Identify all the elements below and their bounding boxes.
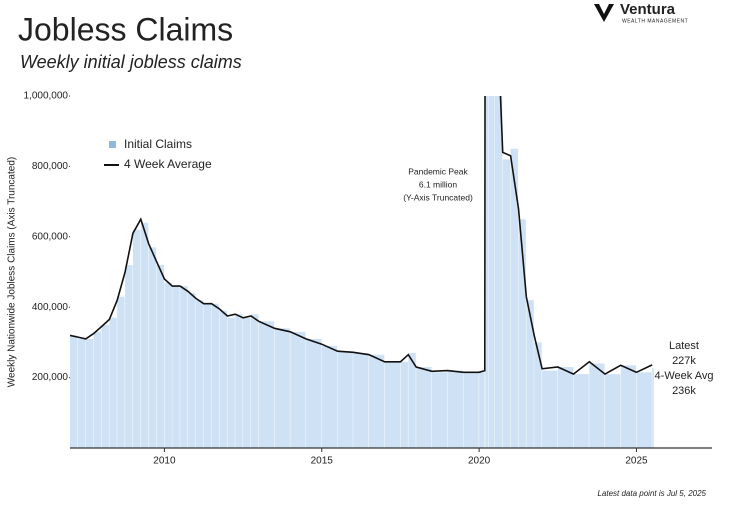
bar — [384, 361, 401, 448]
x-tick-label: 2010 — [153, 456, 176, 467]
bar — [125, 264, 133, 448]
bar — [235, 314, 243, 448]
bar — [484, 370, 486, 448]
bar — [518, 219, 526, 448]
annotation: 236k — [672, 385, 696, 397]
bar — [479, 372, 485, 448]
bar — [620, 365, 637, 448]
bar — [542, 370, 558, 448]
bar — [243, 317, 251, 448]
y-tick-label: 400,000 — [32, 302, 69, 313]
bar — [534, 342, 542, 448]
logo-mark — [594, 4, 614, 22]
bar — [526, 300, 534, 448]
brand-sub: WEALTH MANAGEMENT — [622, 18, 688, 24]
bar — [589, 363, 605, 448]
bar — [416, 367, 432, 448]
bar — [353, 352, 369, 448]
bar — [557, 367, 574, 448]
chart-title: Jobless Claims — [18, 11, 233, 47]
bar — [636, 372, 652, 448]
bar — [70, 335, 78, 448]
bar — [188, 293, 196, 448]
bar — [321, 345, 338, 448]
bar — [164, 282, 172, 448]
legend-label: 4 Week Average — [124, 157, 212, 171]
y-tick-label: 200,000 — [32, 372, 69, 383]
bar — [447, 370, 463, 448]
chart-subtitle: Weekly initial jobless claims — [20, 52, 242, 72]
bar — [337, 351, 353, 448]
y-tick-label: 1,000,000 — [24, 91, 69, 102]
line — [70, 96, 653, 376]
y-axis-label: Weekly Nationwide Jobless Claims (Axis T… — [7, 157, 18, 387]
bar — [140, 222, 149, 448]
bar — [368, 354, 385, 448]
bar — [573, 374, 589, 448]
y-tick-label: 600,000 — [32, 231, 69, 242]
footnote: Latest data point is Jul 5, 2025 — [597, 489, 706, 498]
x-tick-label: 2025 — [625, 456, 648, 467]
bar — [605, 374, 621, 448]
bar — [117, 296, 125, 448]
bar — [148, 247, 157, 448]
bar — [101, 324, 109, 448]
x-tick-label: 2015 — [311, 456, 334, 467]
bar — [203, 303, 212, 448]
bar — [250, 314, 259, 448]
bar — [77, 338, 86, 448]
plot-area — [70, 96, 654, 448]
annotation: 6.1 million — [419, 179, 458, 189]
bar — [652, 368, 654, 448]
bar — [132, 229, 141, 448]
bar — [463, 372, 479, 448]
brand: Ventura — [620, 1, 676, 18]
bar — [306, 338, 322, 448]
annotation: Latest — [669, 340, 699, 352]
bar — [274, 328, 290, 448]
annotation: (Y-Axis Truncated) — [403, 192, 473, 202]
bar — [85, 338, 94, 448]
bar — [408, 352, 416, 448]
bar — [211, 303, 220, 448]
bar — [172, 286, 180, 448]
bar — [195, 300, 204, 448]
bar — [494, 96, 503, 448]
y-tick-label: 800,000 — [32, 161, 69, 172]
bar — [156, 264, 165, 448]
bar — [258, 321, 275, 448]
annotation: Pandemic Peak — [408, 166, 468, 176]
bar — [109, 317, 117, 448]
bar — [510, 148, 519, 448]
bar — [486, 96, 489, 448]
bar — [219, 310, 227, 448]
bar — [502, 159, 511, 448]
bar — [93, 331, 102, 448]
bar — [431, 372, 448, 448]
bar — [290, 331, 306, 448]
bar — [488, 96, 495, 448]
bar — [227, 317, 235, 448]
annotation: 4-Week Avg — [655, 370, 714, 382]
x-tick-label: 2020 — [468, 456, 491, 467]
bar — [400, 361, 408, 448]
legend-swatch — [109, 141, 116, 148]
bar — [180, 286, 188, 448]
annotation: 227k — [672, 355, 696, 367]
legend-label: Initial Claims — [124, 137, 192, 151]
